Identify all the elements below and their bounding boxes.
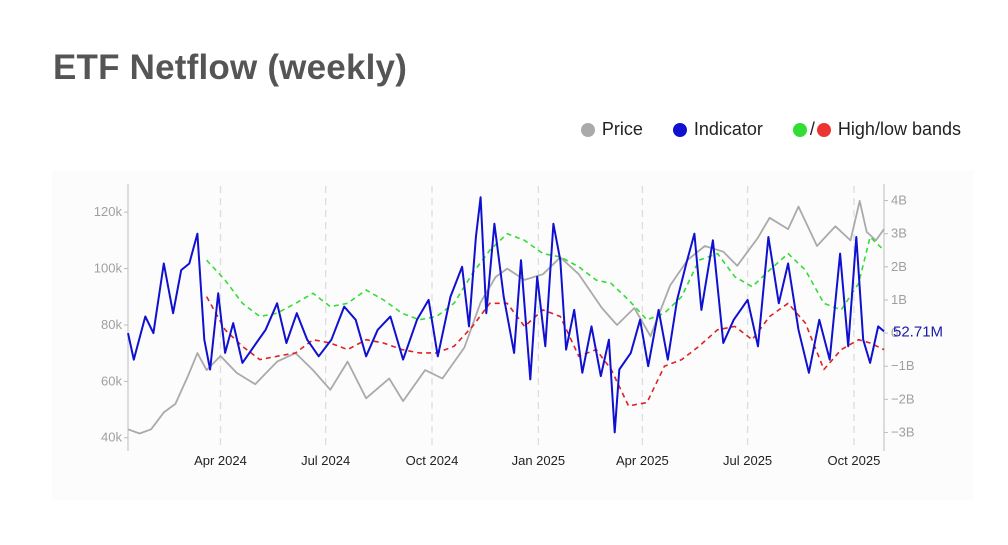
y-right-tick-label: 4B [891, 193, 907, 208]
y-right-tick-label: −2B [891, 391, 915, 406]
y-left-tick-label: 60k [101, 373, 122, 388]
chart-legend: Price Indicator / High/low bands [551, 119, 961, 140]
legend-item-price[interactable]: Price [580, 119, 643, 140]
legend-item-bands[interactable]: / High/low bands [792, 119, 961, 140]
x-tick-label: Oct 2025 [828, 453, 881, 468]
x-tick-label: Jul 2024 [301, 453, 350, 468]
y-left-tick-label: 80k [101, 317, 122, 332]
price-swatch-icon [580, 122, 595, 137]
y-right-tick-label: 2B [891, 259, 907, 274]
y-left-tick-label: 40k [101, 430, 122, 445]
x-tick-label: Apr 2025 [616, 453, 669, 468]
series-line-high-band [206, 232, 885, 321]
y-left-tick-label: 100k [94, 261, 123, 276]
page-title: ETF Netflow (weekly) [53, 48, 408, 87]
y-right-tick-label: −1B [891, 358, 915, 373]
x-tick-label: Jul 2025 [723, 453, 772, 468]
x-tick-label: Apr 2024 [194, 453, 247, 468]
y-right-tick-label: 3B [891, 226, 907, 241]
legend-bands-separator: / [809, 119, 815, 139]
legend-item-indicator[interactable]: Indicator [672, 119, 763, 140]
indicator-swatch-icon [672, 122, 687, 137]
legend-indicator-label: Indicator [693, 119, 763, 139]
y-right-tick-label: 1B [891, 292, 907, 307]
y-right-tick-label: 0 [891, 325, 898, 340]
legend-bands-label: High/low bands [837, 119, 961, 139]
y-right-tick-label: −3B [891, 424, 915, 439]
series-line-indicator [127, 196, 885, 434]
series-line-low-band [205, 296, 885, 407]
y-left-tick-label: 120k [94, 204, 123, 219]
high-band-swatch-icon [792, 122, 807, 137]
x-tick-label: Oct 2024 [406, 453, 459, 468]
x-tick-label: Jan 2025 [512, 453, 566, 468]
low-band-swatch-icon [816, 122, 831, 137]
series-line-price [127, 199, 885, 435]
legend-price-label: Price [601, 119, 643, 139]
chart-panel [52, 170, 974, 500]
indicator-last-value-label: 52.71M [893, 323, 943, 340]
